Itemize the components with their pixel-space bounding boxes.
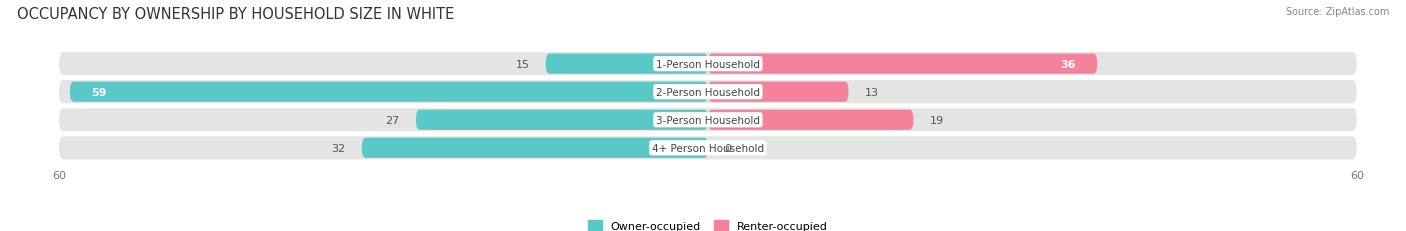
- FancyBboxPatch shape: [59, 109, 1357, 132]
- Text: 2-Person Household: 2-Person Household: [657, 87, 759, 97]
- FancyBboxPatch shape: [709, 82, 848, 102]
- FancyBboxPatch shape: [416, 110, 709, 130]
- Legend: Owner-occupied, Renter-occupied: Owner-occupied, Renter-occupied: [583, 216, 832, 231]
- Text: 1-Person Household: 1-Person Household: [657, 59, 759, 69]
- FancyBboxPatch shape: [59, 137, 1357, 160]
- FancyBboxPatch shape: [546, 54, 709, 74]
- FancyBboxPatch shape: [709, 54, 1097, 74]
- Text: 4+ Person Household: 4+ Person Household: [652, 143, 763, 153]
- Text: 27: 27: [385, 115, 399, 125]
- Text: 36: 36: [1060, 59, 1076, 69]
- Text: 59: 59: [91, 87, 107, 97]
- Text: 32: 32: [332, 143, 346, 153]
- Text: 15: 15: [516, 59, 530, 69]
- FancyBboxPatch shape: [709, 110, 914, 130]
- Text: Source: ZipAtlas.com: Source: ZipAtlas.com: [1285, 7, 1389, 17]
- Text: 19: 19: [929, 115, 943, 125]
- Text: 0: 0: [724, 143, 731, 153]
- FancyBboxPatch shape: [59, 53, 1357, 76]
- FancyBboxPatch shape: [59, 81, 1357, 104]
- Text: OCCUPANCY BY OWNERSHIP BY HOUSEHOLD SIZE IN WHITE: OCCUPANCY BY OWNERSHIP BY HOUSEHOLD SIZE…: [17, 7, 454, 22]
- Text: 13: 13: [865, 87, 879, 97]
- FancyBboxPatch shape: [70, 82, 709, 102]
- FancyBboxPatch shape: [361, 138, 709, 158]
- Text: 3-Person Household: 3-Person Household: [657, 115, 759, 125]
